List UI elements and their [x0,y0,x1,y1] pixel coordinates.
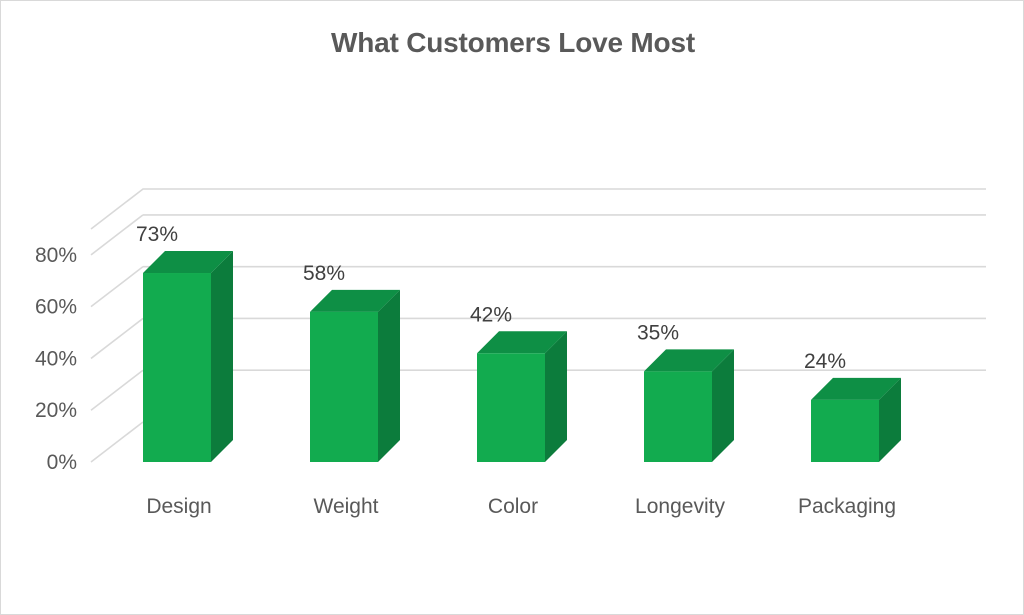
bars-group [143,251,901,462]
gridlines-group [90,188,986,463]
y-axis-tick-labels: 0% 20% 40% 60% 80% [35,244,77,474]
bar-longevity [644,349,734,462]
gridline-top [90,188,986,230]
bar-front-face [143,273,211,462]
gridline-depth-40 [90,317,144,360]
bar-design [143,251,233,462]
bar-side-face [712,349,734,462]
gridline-depth-80 [90,214,144,256]
y-axis-tick-label: 40% [35,347,77,370]
bar-value-labels: 73% 58% 42% 35% 24% [136,223,846,373]
bar-side-face [545,331,567,462]
bar-side-face [211,251,233,462]
y-axis-tick-label: 0% [47,451,77,474]
y-axis-tick-label: 20% [35,399,77,422]
x-axis-category-labels: Design Weight Color Longevity Packaging [146,495,896,518]
bar-top-face [143,251,233,274]
bar-value-label: 58% [303,262,345,285]
bar-top-face [644,349,734,372]
chart-title: What Customers Love Most [331,27,695,58]
gridline-depth-20 [90,369,144,411]
y-axis-tick-label: 60% [35,296,77,319]
bar-front-face [310,311,378,462]
bar-weight [310,289,400,462]
x-axis-category-label: Color [488,495,538,518]
bar-front-face [811,399,879,462]
bar-top-face [310,289,400,312]
bar-value-label: 35% [637,321,679,344]
bar-packaging [811,377,901,462]
bar-side-face [378,289,400,462]
x-axis-category-label: Design [146,495,211,518]
x-axis-category-label: Packaging [798,495,896,518]
bar-value-label: 42% [470,303,512,326]
x-axis-category-label: Weight [314,495,379,518]
bar-front-face [477,353,545,462]
x-axis-category-label: Longevity [635,495,725,518]
gridline-depth-60 [90,266,144,308]
bar-top-face [811,377,901,400]
bar-value-label: 24% [804,350,846,373]
bar-value-label: 73% [136,223,178,246]
bar-side-face [879,377,901,462]
y-axis-tick-label: 80% [35,244,77,267]
bar-top-face [477,331,567,354]
gridline-depth-0 [90,421,144,463]
bar-front-face [644,371,712,462]
bar-color [477,331,567,462]
